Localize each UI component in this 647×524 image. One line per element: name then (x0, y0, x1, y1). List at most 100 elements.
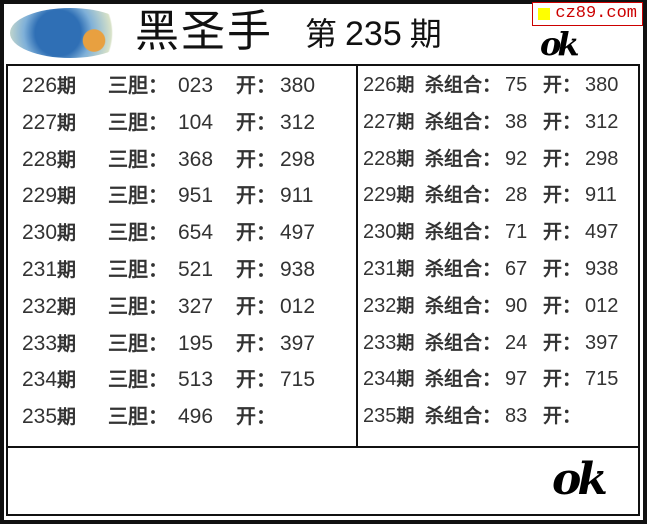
open-value: 397 (585, 331, 619, 354)
period-suffix: 期 (396, 185, 415, 206)
prediction-label: 杀组合： (425, 368, 502, 391)
period-suffix: 期 (57, 260, 77, 281)
prediction-label: 杀组合： (425, 294, 502, 317)
open-value: 911 (280, 184, 314, 208)
list-item: 228期 杀组合： 92 开： 298 (358, 144, 629, 174)
prediction-label: 三胆： (108, 257, 168, 281)
prediction-value: 90 (505, 294, 528, 317)
prediction-label: 三胆： (108, 330, 168, 355)
open-value: 715 (585, 368, 619, 391)
prediction-label: 杀组合： (425, 110, 502, 133)
prediction-label: 杀组合： (425, 74, 502, 96)
open-value: 312 (585, 110, 619, 133)
open-label: 开： (543, 74, 582, 96)
prediction-value: 368 (178, 147, 214, 171)
logo-image (10, 8, 130, 58)
open-label: 开： (236, 404, 276, 429)
period-label: 227期 (22, 108, 108, 139)
list-item: 227期 三胆： 104 开： 312 (8, 107, 330, 137)
period-suffix: 期 (396, 259, 415, 279)
period-label: 235期 (22, 402, 108, 433)
open-label: 开： (236, 146, 276, 171)
open-value: 911 (585, 184, 617, 207)
open-label: 开： (236, 109, 276, 134)
issue-prefix: 第 (305, 15, 338, 53)
open-label: 开： (236, 183, 276, 208)
period-label: 232期 (22, 292, 108, 323)
open-value: 298 (280, 147, 316, 171)
period-label: 229期 (363, 180, 425, 210)
list-item: 231期 三胆： 521 开： 938 (8, 254, 330, 284)
period-suffix: 期 (396, 332, 415, 353)
prediction-value: 513 (178, 368, 214, 392)
period-suffix: 期 (396, 148, 415, 169)
period-label: 231期 (22, 255, 108, 286)
open-value: 312 (280, 110, 316, 134)
prediction-value: 24 (505, 331, 528, 354)
prediction-value: 83 (505, 405, 528, 428)
open-label: 开： (543, 110, 582, 133)
ok-hand-mark-bottom: ok (552, 454, 608, 505)
list-item: 229期 三胆： 951 开： 911 (8, 180, 330, 210)
list-item: 234期 三胆： 513 开： 715 (8, 364, 330, 394)
list-item: 233期 杀组合： 24 开： 397 (358, 328, 629, 358)
site-watermark: cz89.com (532, 2, 643, 26)
period-number: 227 (22, 110, 58, 134)
period-number: 233 (22, 331, 58, 355)
prediction-value: 496 (178, 405, 214, 429)
open-label: 开： (236, 293, 276, 318)
period-suffix: 期 (396, 369, 415, 390)
prediction-value: 104 (178, 110, 214, 134)
open-value: 012 (280, 294, 316, 318)
open-label: 开： (236, 367, 276, 392)
prediction-label: 杀组合： (425, 331, 502, 354)
open-label: 开： (543, 368, 582, 391)
prediction-value: 75 (505, 74, 528, 96)
prediction-label: 三胆： (108, 73, 168, 97)
period-suffix: 期 (57, 76, 77, 97)
list-item: 230期 杀组合： 71 开： 497 (358, 217, 629, 247)
prediction-value: 023 (178, 74, 214, 97)
period-number: 232 (22, 294, 58, 318)
prediction-label: 三胆： (108, 109, 168, 134)
prediction-value: 97 (505, 368, 528, 391)
list-item: 234期 杀组合： 97 开： 715 (358, 364, 629, 394)
period-label: 230期 (363, 217, 425, 247)
period-label: 228期 (363, 144, 425, 174)
prediction-value: 654 (178, 221, 214, 245)
open-label: 开： (543, 405, 582, 428)
period-number: 230 (363, 221, 397, 244)
period-number: 229 (363, 184, 397, 207)
open-label: 开： (543, 221, 582, 244)
list-item: 229期 杀组合： 28 开： 911 (358, 180, 629, 210)
open-value: 380 (585, 74, 619, 96)
period-suffix: 期 (57, 149, 77, 171)
period-suffix: 期 (396, 295, 415, 316)
open-label: 开： (543, 147, 582, 170)
list-item: 231期 杀组合： 67 开： 938 (358, 254, 629, 284)
prediction-label: 三胆： (108, 146, 168, 171)
list-item: 235期 杀组合： 83 开： (358, 401, 629, 431)
period-label: 227期 (363, 107, 425, 137)
period-number: 228 (363, 147, 397, 170)
period-suffix: 期 (396, 406, 415, 427)
prediction-label: 三胆： (108, 220, 168, 245)
period-number: 227 (363, 110, 397, 133)
open-label: 开： (236, 73, 276, 97)
period-number: 234 (363, 368, 397, 391)
period-label: 232期 (363, 291, 425, 321)
issue-label: 第 235 期 (305, 14, 442, 54)
sha-zuhe-panel: 226期 杀组合： 75 开： 380 227期 杀组合： 38 开： 312 228期 杀组合： 92… (356, 64, 640, 448)
list-item: 228期 三胆： 368 开： 298 (8, 144, 330, 174)
san-dan-panel: 226期 三胆： 023 开： 380 227期 三胆： 104 开： 312 228期 三胆： 368… (6, 64, 358, 448)
open-label: 开： (543, 184, 582, 207)
list-item: 232期 三胆： 327 开： 012 (8, 291, 330, 321)
open-value: 938 (280, 258, 316, 281)
open-value: 298 (585, 147, 619, 170)
prediction-label: 杀组合： (425, 147, 502, 170)
period-suffix: 期 (57, 296, 77, 318)
open-label: 开： (543, 331, 582, 354)
open-label: 开： (236, 257, 276, 281)
period-suffix: 期 (57, 223, 77, 245)
prediction-value: 327 (178, 294, 214, 318)
